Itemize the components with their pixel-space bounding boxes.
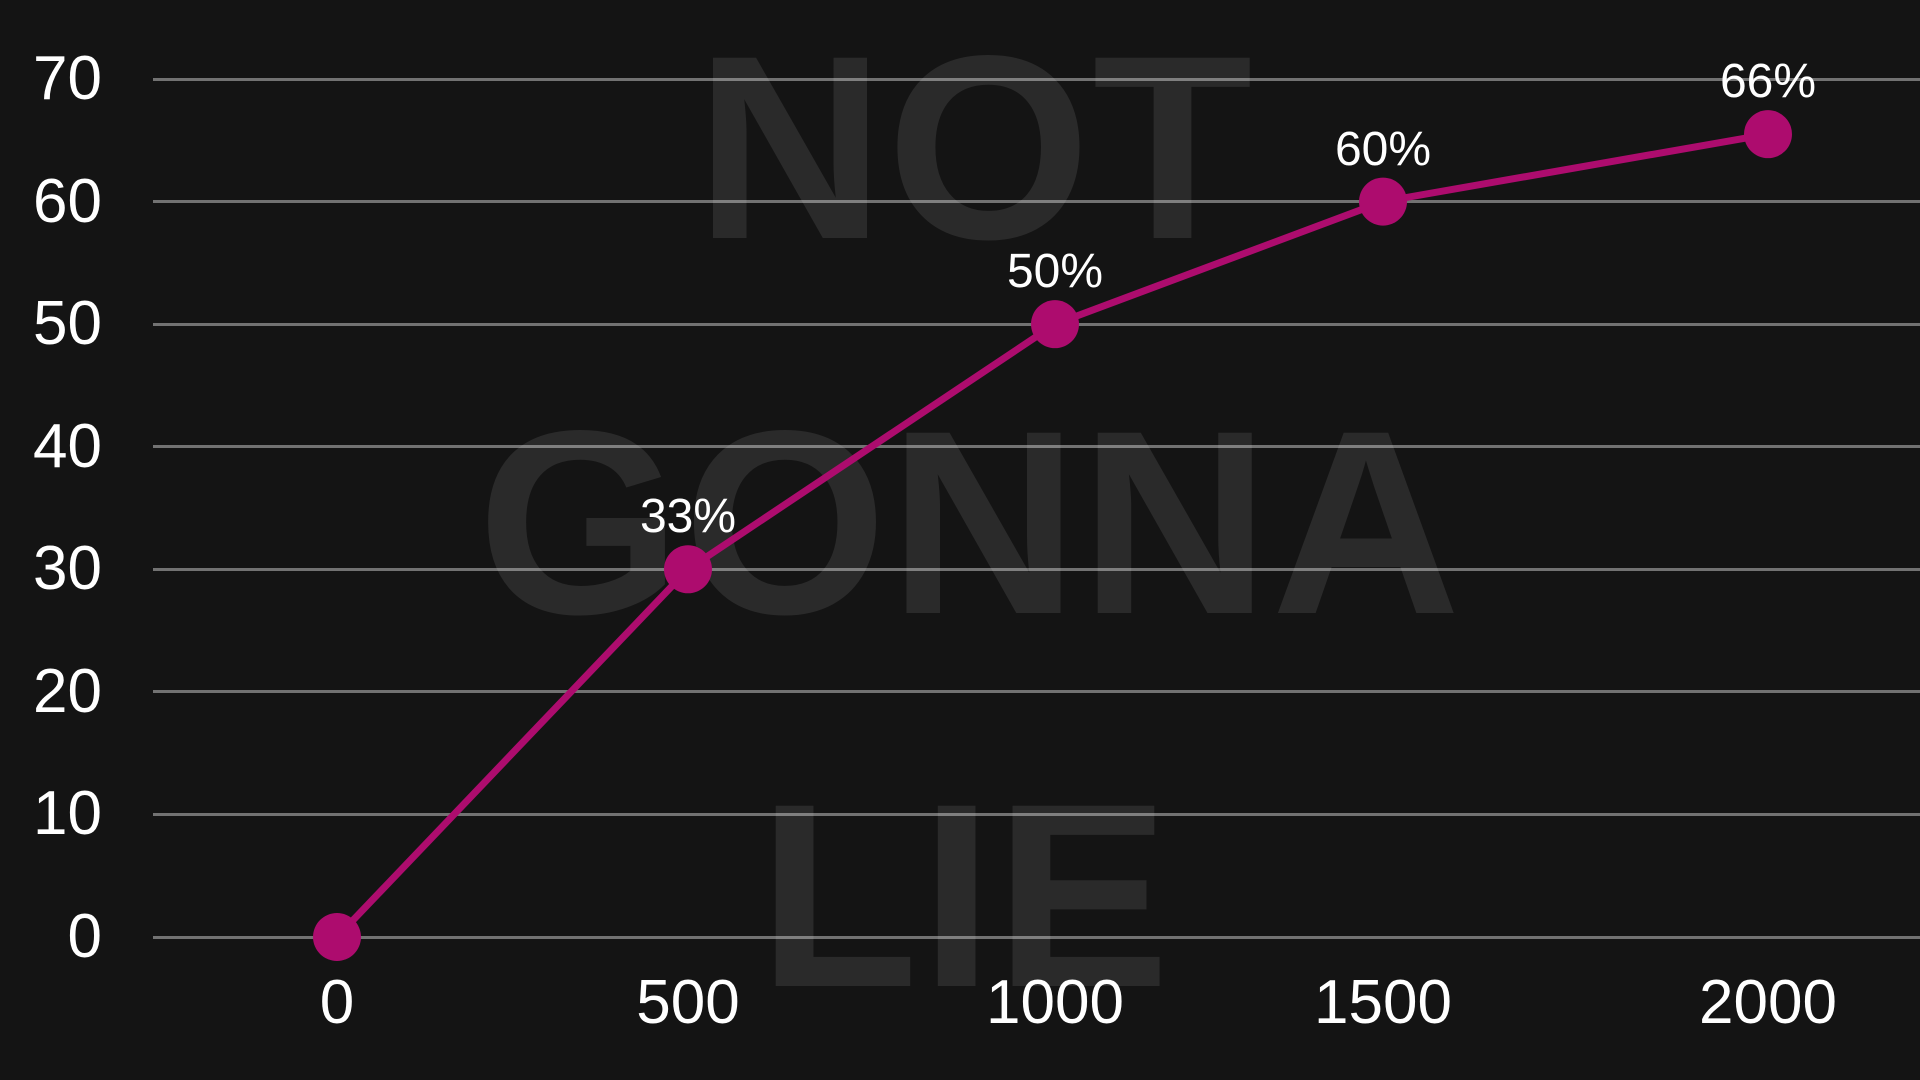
y-axis-tick-label: 70	[33, 44, 102, 113]
gridline	[153, 812, 1920, 816]
y-axis-tick-label: 40	[33, 411, 102, 481]
watermark-line-3: LIE	[758, 749, 1172, 1042]
gridline	[153, 690, 1920, 694]
data-point	[313, 913, 361, 961]
y-axis-tick-label: 60	[33, 166, 102, 236]
gridline	[153, 445, 1920, 449]
x-axis-tick-label: 1000	[986, 968, 1124, 1037]
data-point	[1031, 300, 1079, 349]
gridline	[153, 935, 1920, 939]
data-point-label: 66%	[1719, 55, 1817, 109]
gridline	[153, 200, 1920, 204]
x-axis-tick-label: 0	[319, 968, 355, 1037]
data-point	[1359, 177, 1407, 226]
data-point	[1744, 110, 1792, 159]
data-point-label: 33%	[639, 490, 737, 544]
data-point	[664, 545, 712, 594]
y-axis-tick-label: 10	[33, 779, 102, 849]
y-axis-tick-label: 30	[33, 534, 102, 604]
data-point-label: 60%	[1334, 122, 1432, 176]
x-axis-tick-label: 1500	[1314, 968, 1452, 1037]
x-axis-tick-label: 500	[636, 968, 740, 1037]
x-axis-tick-label: 2000	[1699, 968, 1837, 1037]
watermark-line-1: NOT	[695, 1, 1255, 294]
y-axis-tick-label: 20	[33, 656, 102, 726]
y-axis-tick-label: 0	[67, 902, 102, 971]
gridline	[153, 567, 1920, 571]
data-point-label: 50%	[1006, 245, 1104, 299]
gridline	[153, 77, 1920, 81]
y-axis-tick-label: 50	[33, 289, 102, 359]
